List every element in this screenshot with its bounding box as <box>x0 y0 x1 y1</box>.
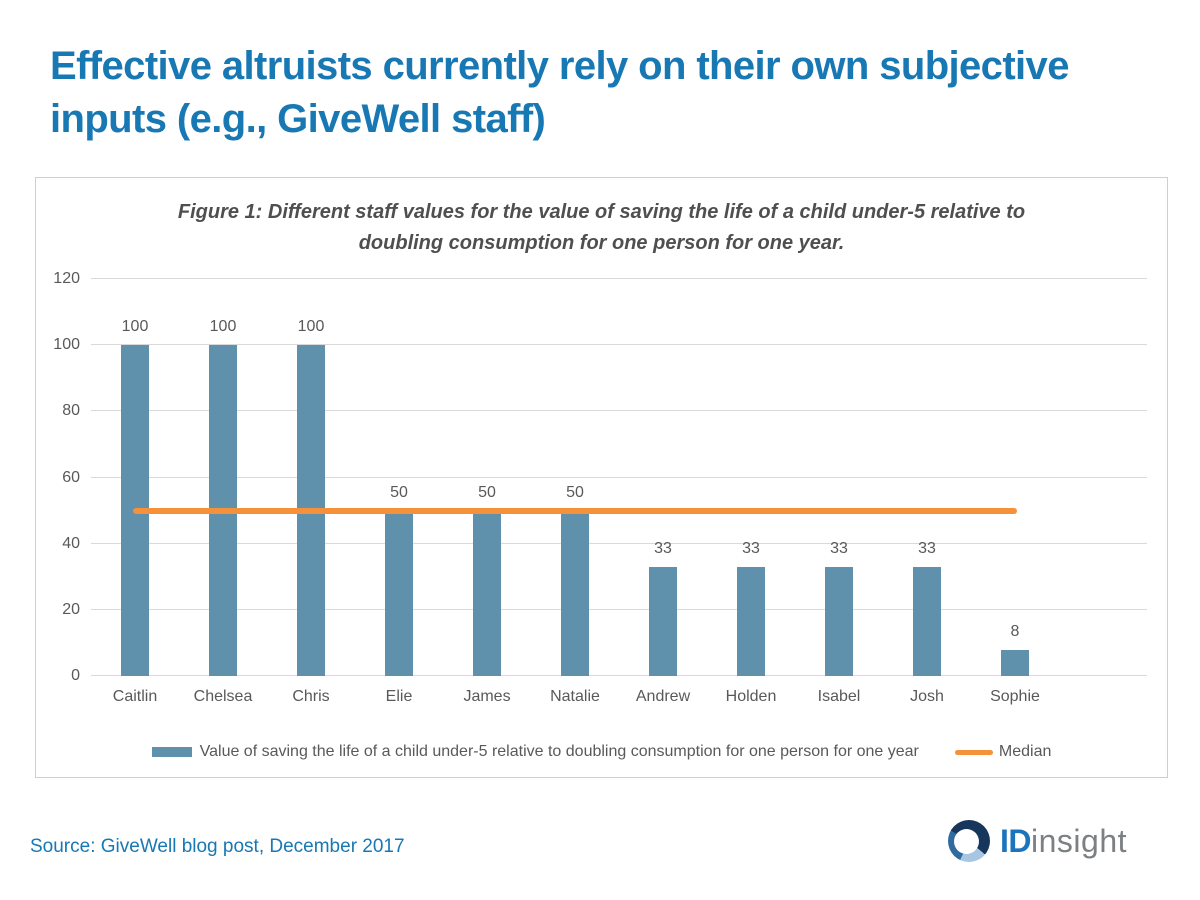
x-label-holden: Holden <box>725 688 777 705</box>
legend-bar-swatch <box>151 747 192 757</box>
logo-insight-text: insight <box>1031 822 1127 859</box>
bar-value-label-james: 50 <box>478 483 496 501</box>
bar-value-label-chris: 100 <box>297 318 325 336</box>
bar-slot-james: 50 <box>443 279 531 676</box>
x-label-natalie: Natalie <box>550 688 600 705</box>
figure-title-line1: Figure 1: Different staff values for the… <box>177 201 1026 223</box>
y-tick-20: 20 <box>62 600 80 618</box>
bar-value-label-isabel: 33 <box>830 539 848 557</box>
idinsight-logo: ID insight <box>948 820 1127 862</box>
x-label-empty <box>1059 688 1147 706</box>
bar-slot-chelsea: 100 <box>179 279 267 676</box>
y-tick-80: 80 <box>62 402 80 420</box>
idinsight-logo-icon <box>948 820 990 862</box>
slide-title-line2: inputs (e.g., GiveWell staff) <box>50 97 546 141</box>
bar-josh <box>913 566 941 676</box>
x-axis-labels: Caitlin Chelsea Chris Elie James Natalie Andre… <box>91 688 1147 706</box>
bar-holden <box>737 566 765 676</box>
figure-title-line2: doubling consumption for one person for … <box>358 232 845 254</box>
x-label-caitlin: Caitlin <box>112 688 158 705</box>
slide-title: Effective altruists currently rely on th… <box>50 40 1150 146</box>
bar-slot-holden: 33 <box>707 279 795 676</box>
bar-value-label-caitlin: 100 <box>121 318 149 336</box>
bar-elie <box>385 510 413 676</box>
bar-slot-chris: 100 <box>267 279 355 676</box>
bar-value-label-andrew: 33 <box>654 539 672 557</box>
bar-slot-isabel: 33 <box>795 279 883 676</box>
gridline-120 <box>91 278 1147 279</box>
source-note: Source: GiveWell blog post, December 201… <box>30 836 405 857</box>
bar-slot-caitlin: 100 <box>91 279 179 676</box>
y-tick-100: 100 <box>53 336 80 354</box>
bar-sophie <box>1001 649 1029 676</box>
y-tick-40: 40 <box>62 534 80 552</box>
bar-slot-elie: 50 <box>355 279 443 676</box>
bar-slot-andrew: 33 <box>619 279 707 676</box>
x-label-chelsea: Chelsea <box>193 688 253 705</box>
gridline-80 <box>91 410 1147 412</box>
gridline-0 <box>91 675 1147 676</box>
legend-median-swatch <box>954 749 993 755</box>
bar-slot-natalie: 50 <box>531 279 619 676</box>
bar-value-label-natalie: 50 <box>566 483 584 501</box>
y-tick-60: 60 <box>62 468 80 486</box>
chart-card: Figure 1: Different staff values for the… <box>35 177 1168 778</box>
bar-james <box>473 510 501 676</box>
bar-value-label-chelsea: 100 <box>209 318 237 336</box>
plot-area: 100 100 100 50 50 50 33 33 33 33 8 <box>91 278 1147 676</box>
x-label-elie: Elie <box>385 688 413 705</box>
gridline-20 <box>91 608 1147 610</box>
x-label-andrew: Andrew <box>635 688 691 705</box>
legend: Value of saving the life of a child unde… <box>36 743 1167 761</box>
legend-median-label: Median <box>998 743 1052 760</box>
x-label-josh: Josh <box>910 688 944 705</box>
x-label-sophie: Sophie <box>990 688 1040 705</box>
bar-natalie <box>561 510 589 676</box>
bar-value-label-josh: 33 <box>918 539 936 557</box>
bar-slot-josh: 33 <box>883 279 971 676</box>
x-label-james: James <box>463 688 511 705</box>
bar-value-label-elie: 50 <box>390 483 408 501</box>
y-tick-0: 0 <box>71 667 80 684</box>
bar-slot-empty <box>1059 279 1147 676</box>
slide-title-line1: Effective altruists currently rely on th… <box>50 44 1069 88</box>
logo-id-text: ID <box>1000 822 1032 859</box>
bar-isabel <box>825 566 853 676</box>
y-tick-120: 120 <box>53 270 80 287</box>
gridline-100 <box>91 344 1147 346</box>
bar-value-label-holden: 33 <box>742 539 760 557</box>
figure-title: Figure 1: Different staff values for the… <box>36 197 1167 259</box>
legend-bar-label: Value of saving the life of a child unde… <box>199 743 919 760</box>
x-label-chris: Chris <box>292 688 330 705</box>
bar-value-label-sophie: 8 <box>1010 622 1020 640</box>
x-label-isabel: Isabel <box>817 688 861 705</box>
median-line <box>133 507 1017 514</box>
gridline-60 <box>91 476 1147 478</box>
bar-slot-sophie: 8 <box>971 279 1059 676</box>
gridline-40 <box>91 542 1147 544</box>
bars-row: 100 100 100 50 50 50 33 33 33 33 8 <box>91 279 1147 676</box>
bar-andrew <box>649 566 677 676</box>
